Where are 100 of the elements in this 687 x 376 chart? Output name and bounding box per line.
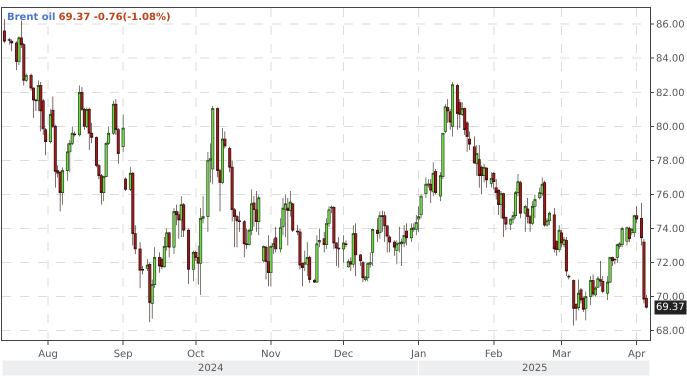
chart-title: Brent oil: [7, 12, 56, 23]
y-tick-label: 86.00: [656, 20, 685, 31]
candlestick: [306, 242, 309, 276]
candlestick: [48, 109, 52, 144]
candlestick: [376, 218, 379, 242]
y-tick-label: 74.00: [656, 224, 685, 235]
candlestick: [39, 82, 42, 132]
candlestick: [352, 224, 355, 268]
candlestick: [613, 258, 616, 265]
candlestick: [392, 240, 396, 256]
candlestick: [616, 244, 619, 263]
candlestick: [482, 163, 486, 183]
candlestick: [592, 274, 595, 297]
candlestick: [124, 177, 128, 192]
candlestick: [378, 211, 382, 239]
y-tick-label: 68.00: [656, 326, 685, 338]
candlestick: [66, 143, 69, 182]
candlestick: [274, 226, 278, 253]
candlestick: [610, 256, 614, 266]
x-tick-label: Feb: [484, 349, 503, 360]
candlestick: [284, 194, 287, 238]
candlestick: [2, 18, 6, 44]
candlestick: [475, 144, 478, 176]
y-tick-label: 80.00: [656, 122, 685, 133]
x-tick-label: Dec: [334, 349, 354, 360]
candlestick: [346, 258, 350, 268]
candlestick: [344, 240, 348, 248]
candlestick: [73, 131, 76, 137]
candlestick: [628, 226, 631, 242]
x-tick-label: Jan: [410, 349, 426, 360]
candlestick: [196, 245, 200, 285]
candlestick: [342, 234, 346, 263]
candlestick: [543, 180, 546, 228]
y-tick-label: 70.00: [656, 292, 685, 304]
x-tick-label: Mar: [552, 349, 572, 360]
x-tick-label: Oct: [187, 349, 205, 360]
candlestick: [158, 252, 161, 274]
candlestick: [560, 230, 564, 248]
candlestick: [254, 190, 258, 232]
candlestick: [632, 214, 636, 238]
candlestick: [223, 131, 226, 149]
candlestick: [518, 180, 522, 219]
candlestick: [122, 114, 125, 152]
candlestick: [291, 202, 294, 232]
candlestick: [485, 166, 488, 188]
candlestick: [180, 196, 183, 238]
candlestick: [548, 211, 551, 226]
candlestick: [286, 198, 290, 246]
candlestick: [405, 223, 408, 246]
candlestick: [138, 242, 142, 288]
candlestick: [562, 236, 566, 248]
candlestick: [371, 228, 374, 266]
y-tick-label: 76.00: [656, 190, 685, 201]
candlestick: [266, 234, 270, 287]
candlestick: [502, 192, 505, 238]
candlestick: [78, 85, 81, 137]
x-tick-label: Sep: [114, 349, 133, 360]
x-tick-label: Aug: [38, 349, 58, 360]
candlestick: [558, 224, 561, 253]
candlestick: [322, 232, 326, 253]
candlestick: [552, 208, 556, 253]
candlestick: [572, 279, 576, 326]
candlestick: [187, 228, 190, 284]
candlestick: [15, 40, 18, 70]
candlestick: [500, 190, 503, 219]
y-tick-label: 82.00: [656, 88, 685, 99]
candlestick: [472, 136, 476, 164]
candlestick: [308, 255, 312, 284]
candlestick: [620, 226, 624, 248]
candlestick: [257, 194, 260, 236]
candlestick: [451, 82, 454, 137]
candlestick: [337, 236, 340, 268]
candlestick: [424, 177, 428, 198]
y-tick-label: 72.00: [656, 258, 685, 270]
text: 2025: [522, 363, 548, 374]
candlestick: [410, 223, 413, 242]
candlestick: [88, 107, 91, 150]
x-tick-label: Apr: [628, 349, 646, 360]
candlestick: [17, 36, 20, 66]
candlestick: [577, 279, 580, 311]
candlestick: [10, 39, 14, 52]
y-tick-label: 84.00: [656, 54, 685, 65]
x-tick-label: Nov: [261, 349, 281, 360]
candlestick: [524, 204, 527, 232]
candlestick: [168, 232, 171, 258]
candlestick: [172, 208, 176, 254]
candlestick: [456, 83, 459, 130]
candlestick: [564, 236, 568, 276]
candlestick: [192, 250, 195, 282]
candlestick: [635, 206, 638, 224]
candlestick: [626, 226, 628, 246]
candlestick: [61, 166, 64, 205]
candlestick: [24, 73, 28, 82]
candlestick: [182, 202, 186, 238]
chart-subtitle: 69.37 -0.76(-1.08%): [58, 12, 171, 23]
candlestick: [220, 128, 224, 185]
candlestick: [146, 258, 149, 272]
annotation: 69.37: [656, 302, 685, 313]
candlestick: [354, 223, 358, 276]
y-tick-label: 78.00: [656, 156, 685, 167]
